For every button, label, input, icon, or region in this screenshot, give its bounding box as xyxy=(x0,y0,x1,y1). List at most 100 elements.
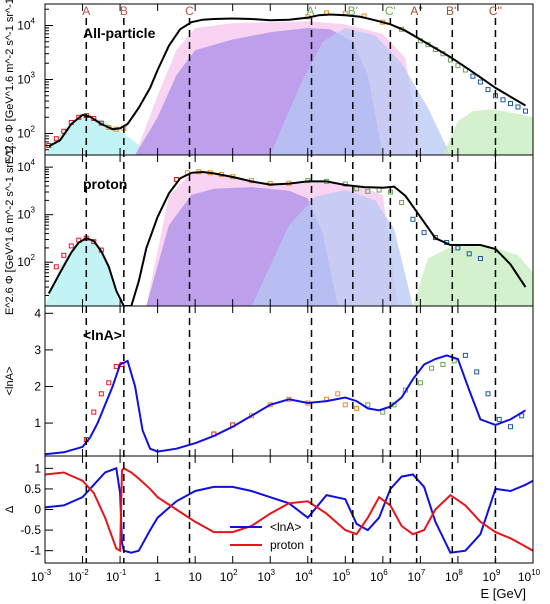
data-point-0-30 xyxy=(515,104,521,110)
marker-label-1: B xyxy=(120,4,128,18)
data-point-1-29 xyxy=(466,251,472,257)
series-line-1-0 xyxy=(47,170,527,306)
x-tick-label-12: 109 xyxy=(483,568,501,584)
x-tick-exponent: 3 xyxy=(271,568,276,577)
component-green-1 xyxy=(412,245,533,306)
y-tick-label-2-0: 1 xyxy=(34,416,41,430)
x-tick-label-9: 106 xyxy=(370,568,388,584)
y-tick-label-3-4: 1 xyxy=(34,461,41,475)
marker-lines xyxy=(85,18,497,563)
data-point-2-15 xyxy=(354,405,360,411)
legend-label-0: <lnA> xyxy=(270,520,301,534)
data-point-1-23 xyxy=(399,200,405,205)
x-tick-label-1: 10-2 xyxy=(68,568,89,584)
data-point-2-20 xyxy=(417,380,423,386)
series-line-2-0 xyxy=(45,354,527,456)
data-point-0-25 xyxy=(477,79,483,85)
marker-label-7: B'' xyxy=(446,4,459,18)
data-point-1-25 xyxy=(421,230,427,236)
y-tick-label-1-0: 102 xyxy=(17,253,35,269)
y-tick-exponent: 3 xyxy=(31,71,36,80)
model-lines xyxy=(45,13,533,554)
data-point-2-8 xyxy=(249,413,254,419)
data-point-2-16 xyxy=(365,402,371,408)
x-tick-label-2: 10-1 xyxy=(106,568,127,584)
y-tick-label-0-1: 103 xyxy=(17,71,35,87)
legend-label-1: proton xyxy=(270,538,304,552)
data-point-0-31 xyxy=(523,108,528,114)
y-tick-label-2-1: 2 xyxy=(34,379,41,393)
x-tick-label-7: 104 xyxy=(295,568,313,584)
data-point-1-1 xyxy=(61,252,67,258)
y-axis-title-2: <lnA> xyxy=(4,367,16,396)
y-tick-label-3-1: -0.5 xyxy=(20,523,41,537)
data-point-2-17 xyxy=(380,409,386,415)
data-point-2-13 xyxy=(335,391,341,397)
x-tick-exponent: 10 xyxy=(531,568,540,577)
x-tick-exponent: 7 xyxy=(421,568,426,577)
data-point-1-2 xyxy=(68,243,74,249)
series-line-3-1 xyxy=(45,467,533,553)
series-line-0-0 xyxy=(48,13,527,148)
panel-label-1: proton xyxy=(83,176,127,192)
data-point-0-26 xyxy=(485,87,491,93)
y-axis-title-3: Δ xyxy=(4,505,16,513)
data-point-2-1 xyxy=(91,409,97,415)
data-point-1-24 xyxy=(410,216,416,222)
component-cyan-1 xyxy=(45,238,121,306)
x-tick-label-5: 102 xyxy=(220,568,238,584)
y-tick-exponent: 4 xyxy=(31,158,36,167)
data-point-2-3 xyxy=(106,380,112,386)
panel-label-0: All-particle xyxy=(83,25,156,41)
data-point-2-2 xyxy=(98,391,104,397)
data-point-2-21 xyxy=(429,365,435,371)
y-tick-exponent: 2 xyxy=(31,125,36,134)
x-tick-exponent: -3 xyxy=(44,568,52,577)
marker-label-6: A'' xyxy=(410,4,423,18)
data-point-2-28 xyxy=(508,424,513,430)
marker-label-4: B' xyxy=(348,4,358,18)
y-tick-label-0-2: 104 xyxy=(17,16,35,32)
data-point-2-27 xyxy=(496,416,502,422)
y-tick-label-3-3: 0.5 xyxy=(24,482,41,496)
x-tick-exponent: -2 xyxy=(82,568,90,577)
y-tick-exponent: 4 xyxy=(31,16,36,25)
y-tick-label-2-2: 3 xyxy=(34,343,41,357)
x-tick-label-0: 10-3 xyxy=(31,568,52,584)
data-point-0-22 xyxy=(455,63,461,69)
data-point-1-0 xyxy=(53,264,59,270)
x-tick-exponent: -1 xyxy=(119,568,127,577)
marker-label-0: A xyxy=(82,4,90,18)
y-tick-label-3-0: -1 xyxy=(30,544,41,558)
component-blue-0 xyxy=(270,28,451,155)
y-axis-title-1: E^2.6 Φ [GeV^1.6 m^-2 s^-1 sr^-1] xyxy=(4,146,16,315)
component-green-0 xyxy=(442,109,533,155)
y-tick-label-1-2: 104 xyxy=(17,158,35,174)
y-tick-label-0-0: 102 xyxy=(17,125,35,141)
y-axis-title-0: E^2.6 Φ [GeV^1.6 m^-2 s^-1 sr^-1] xyxy=(4,0,16,164)
data-point-1-26 xyxy=(432,235,438,241)
marker-label-2: C xyxy=(185,4,194,18)
panel-label-2: <lnA> xyxy=(83,327,122,343)
y-tick-label-1-1: 103 xyxy=(17,206,35,222)
data-point-2-24 xyxy=(462,352,468,358)
data-point-0-28 xyxy=(500,97,506,103)
y-tick-label-2-3: 4 xyxy=(34,306,41,320)
x-tick-label-10: 107 xyxy=(407,568,425,584)
x-tick-exponent: 4 xyxy=(308,568,313,577)
x-tick-label-11: 108 xyxy=(445,568,463,584)
marker-label-8: C'' xyxy=(489,4,502,18)
component-cyan-0 xyxy=(45,117,151,155)
component-fills xyxy=(45,21,533,306)
x-tick-exponent: 6 xyxy=(383,568,388,577)
data-point-0-29 xyxy=(508,101,513,106)
x-tick-label-13: 1010 xyxy=(518,568,541,584)
y-tick-label-3-2: 0 xyxy=(34,503,41,517)
axis-ticks xyxy=(44,4,534,563)
y-tick-exponent: 3 xyxy=(31,206,36,215)
marker-label-5: C' xyxy=(385,4,396,18)
data-point-0-24 xyxy=(470,73,476,79)
data-point-2-29 xyxy=(519,413,525,419)
data-point-1-20 xyxy=(365,188,371,194)
x-axis-title: E [GeV] xyxy=(480,586,526,601)
